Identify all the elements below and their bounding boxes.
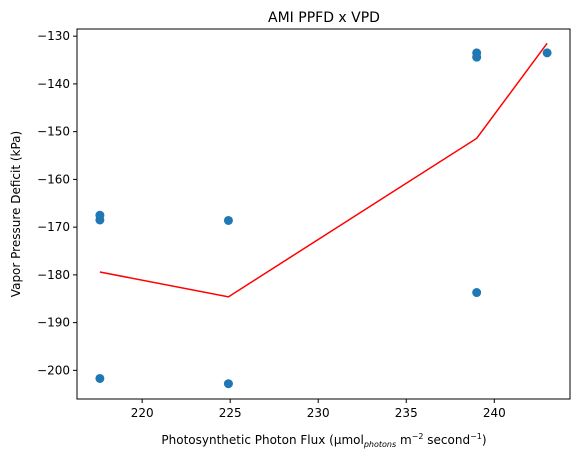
- plot-area: [76, 28, 571, 400]
- x-axis-ticks: 220 225 230 235 240: [131, 399, 506, 420]
- scatter-point: [472, 52, 482, 62]
- x-axis-label-sup2: −1: [470, 432, 482, 441]
- y-tick-label: −140: [37, 77, 70, 91]
- y-tick-label: −170: [37, 220, 70, 234]
- scatter-point: [223, 215, 233, 225]
- x-axis-label-suffix: ): [482, 433, 487, 447]
- y-axis-label: Vapor Pressure Deficit (kPa): [9, 131, 23, 297]
- y-tick-label: −160: [37, 172, 70, 186]
- y-tick-label: −190: [37, 316, 70, 330]
- x-tick-label: 230: [307, 406, 330, 420]
- x-axis-label-subscript: photons: [363, 440, 396, 449]
- y-axis-ticks: −200 −190 −180 −170 −160 −150 −140 −130: [37, 29, 77, 377]
- x-tick-label: 240: [483, 406, 506, 420]
- chart-marks: [95, 42, 552, 389]
- scatter-point: [542, 48, 552, 58]
- y-tick-label: −180: [37, 268, 70, 282]
- x-tick-label: 220: [131, 406, 154, 420]
- y-tick-label: −200: [37, 363, 70, 377]
- plot-frame: [76, 28, 571, 400]
- x-axis-label-mid2: second: [423, 433, 470, 447]
- x-axis-label-mid1: m: [396, 433, 412, 447]
- fit-line: [99, 42, 548, 298]
- scatter-point: [223, 379, 233, 389]
- x-axis-label-sup1: −2: [412, 432, 424, 441]
- x-tick-label: 225: [219, 406, 242, 420]
- scatter-point: [95, 373, 105, 383]
- scatter-point: [95, 215, 105, 225]
- x-tick-label: 235: [395, 406, 418, 420]
- scatter-point: [472, 288, 482, 298]
- y-tick-label: −130: [37, 29, 70, 43]
- x-axis-label-prefix: Photosynthetic Photon Flux (μmol: [161, 433, 363, 447]
- x-axis-label: Photosynthetic Photon Flux (μmolphotons …: [161, 432, 486, 449]
- chart-title: AMI PPFD x VPD: [268, 10, 380, 26]
- y-tick-label: −150: [37, 125, 70, 139]
